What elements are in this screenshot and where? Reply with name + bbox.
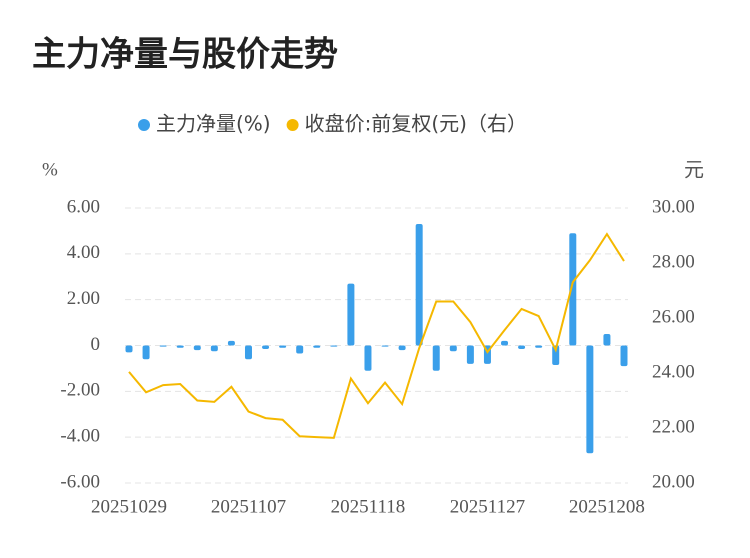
- legend-label: 收盘价:前复权(元)（右）: [305, 112, 527, 136]
- x-tick-label: 20251208: [569, 496, 645, 517]
- y2-tick-label: 28.00: [652, 251, 695, 272]
- y-tick-label: -4.00: [60, 426, 100, 447]
- bar: [586, 345, 594, 454]
- bar: [364, 345, 372, 371]
- y2-tick-label: 22.00: [652, 416, 695, 437]
- y2-tick-label: 26.00: [652, 306, 695, 327]
- bar: [330, 345, 338, 347]
- y2-tick-label: 20.00: [652, 471, 695, 492]
- x-tick-label: 20251107: [211, 496, 286, 517]
- bar: [296, 345, 304, 354]
- bar: [193, 345, 201, 351]
- y-tick-label: 2.00: [67, 288, 100, 309]
- bar: [279, 345, 287, 348]
- legend-marker: [286, 119, 299, 131]
- bar: [159, 345, 167, 347]
- legend-label: 主力净量(%): [156, 112, 271, 136]
- bar: [501, 340, 509, 346]
- x-tick-label: 20251127: [450, 496, 525, 517]
- y2-tick-label: 30.00: [652, 196, 695, 217]
- bar: [569, 233, 577, 346]
- bar: [415, 224, 423, 346]
- price-line: [128, 232, 625, 439]
- bar: [449, 345, 457, 352]
- y2-axis-label: 元: [684, 158, 704, 182]
- y-axis-label: %: [42, 159, 58, 180]
- bar: [432, 345, 440, 371]
- bar: [398, 345, 406, 351]
- bar: [518, 345, 526, 349]
- bar: [125, 345, 133, 353]
- bar: [603, 334, 611, 346]
- bar: [142, 345, 150, 360]
- legend-marker: [138, 119, 150, 131]
- bar: [244, 345, 252, 360]
- bar: [262, 345, 270, 349]
- bar: [210, 345, 218, 352]
- x-tick-label: 20251029: [91, 496, 167, 517]
- y-tick-label: 4.00: [67, 242, 100, 263]
- bar: [227, 340, 235, 346]
- bar: [381, 345, 389, 347]
- bar: [176, 345, 184, 348]
- y2-tick-label: 24.00: [652, 361, 695, 382]
- bar: [347, 283, 355, 346]
- x-tick-label: 20251118: [331, 496, 406, 517]
- bar: [552, 345, 560, 365]
- y-tick-label: -2.00: [60, 380, 100, 401]
- y-tick-label: 0: [91, 334, 101, 355]
- bar: [535, 345, 543, 348]
- bar: [620, 345, 628, 367]
- bar: [466, 345, 474, 364]
- bar: [313, 345, 321, 348]
- y-tick-label: 6.00: [67, 196, 100, 217]
- y-tick-label: -6.00: [60, 471, 100, 492]
- chart-title: 主力净量与股价走势: [32, 35, 338, 75]
